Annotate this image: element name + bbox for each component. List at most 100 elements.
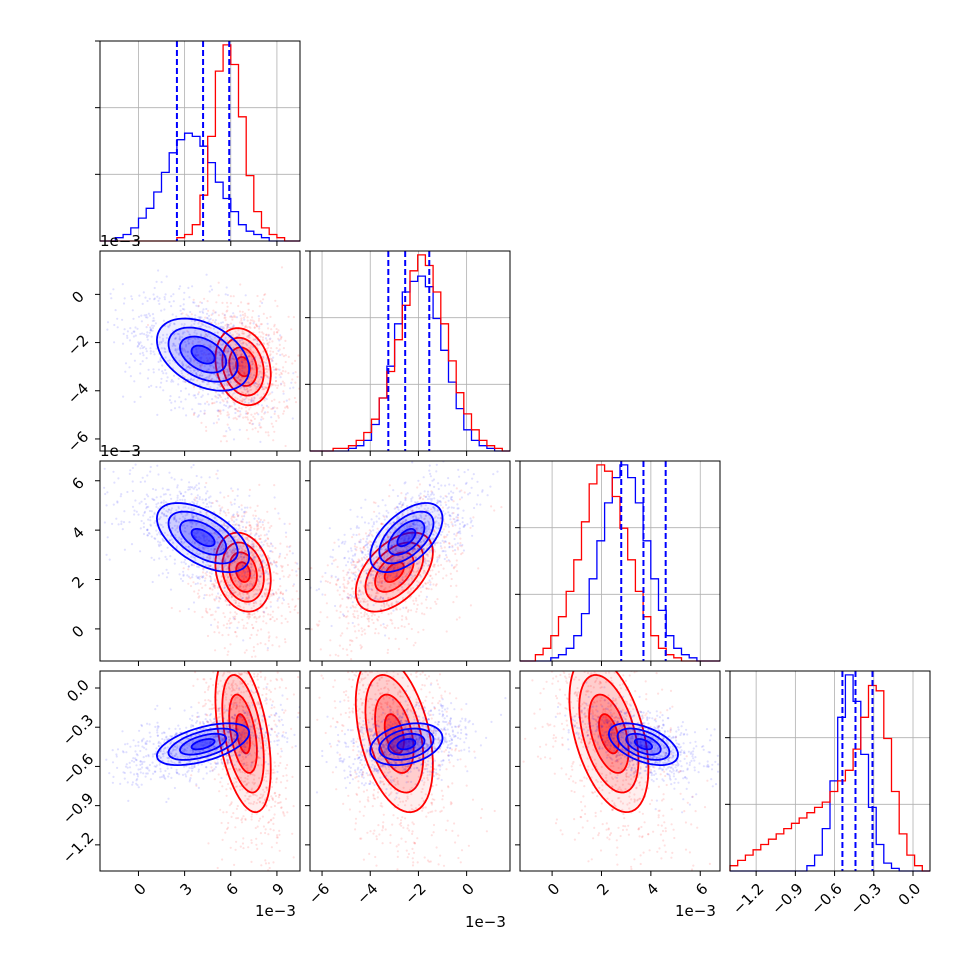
scatter-point [209,343,212,346]
scatter-point [275,565,278,568]
scatter-point [149,465,152,469]
scatter-point [242,639,245,642]
scatter-point [245,568,248,571]
scatter-point [424,559,427,563]
scatter-point [215,519,218,522]
scatter-point [272,592,275,596]
scatter-point [209,365,212,368]
scatter-point [343,557,346,560]
scatter-point [228,549,231,552]
scatter-point [184,491,187,494]
scatter-point [428,524,431,527]
scatter-point [213,599,216,602]
scatter-point [245,556,248,559]
scatter-point [377,583,380,587]
scatter-point [190,313,193,316]
scatter-point [284,339,287,342]
scatter-point [249,546,252,549]
scatter-point [126,334,129,337]
scatter-point [128,339,132,342]
scatter-point [182,407,185,410]
scatter-point [374,592,378,595]
scatter-point [194,368,197,372]
scatter-point [201,363,204,366]
scatter-point [402,562,406,565]
scatter-point [198,325,201,329]
scatter-point [199,333,203,336]
scatter-point [219,343,222,346]
scatter-point [410,609,413,612]
scatter-point [235,343,238,346]
scatter-point [236,409,239,412]
scatter-point [235,418,238,421]
scatter-point [211,402,214,405]
contour-line [214,531,272,613]
scatter-point [272,592,275,596]
scatter-point [357,568,360,571]
scatter-point [265,563,268,566]
scatter-point [231,592,235,595]
scatter-point [401,513,404,516]
scatter-point [185,367,188,370]
scatter-point [362,547,365,550]
scatter-point [155,385,158,389]
scatter-point [202,311,205,314]
scatter-point [429,581,432,584]
scatter-point [129,327,132,330]
scatter-point [259,323,262,326]
scatter-point [411,575,414,578]
scatter-point [136,327,139,330]
scatter-point [175,520,178,523]
scatter-point [258,615,261,618]
scatter-point [190,525,193,528]
scatter-point [106,536,109,539]
scatter-point [434,515,437,518]
scatter-point [160,341,163,344]
scatter-point [222,343,225,346]
scatter-point [189,378,192,382]
scatter-point [163,296,166,299]
scatter-point [283,400,286,403]
scatter-point [252,649,255,653]
scatter-point [261,336,265,339]
scatter-point [366,583,369,586]
scatter-point [226,414,229,417]
scatter-point [195,354,198,357]
scatter-point [198,383,201,386]
scatter-point [170,401,173,404]
scatter-point [178,610,181,613]
scatter-point [174,400,177,403]
scatter-point [238,364,241,367]
scatter-point [242,551,245,554]
scatter-point [416,569,419,573]
scatter-point [475,503,478,506]
scatter-point [264,588,267,591]
scatter-point [225,327,228,330]
scatter-point [193,502,196,505]
scatter-point [139,341,142,344]
scatter-point [412,599,415,602]
scatter-point [226,305,229,308]
scatter-point [239,314,242,317]
scatter-point [229,530,232,533]
scatter-point [103,521,106,524]
scatter-point [200,476,203,479]
scatter-point [367,618,370,621]
scatter-point [239,378,242,382]
scatter-point [241,548,244,551]
scatter-point [457,548,460,551]
scatter-point [197,341,200,344]
scatter-point [235,408,238,411]
scatter-point [180,540,183,543]
contour-line [167,510,239,565]
scatter-point [149,329,152,332]
scatter-point [187,565,190,568]
scatter-point [393,507,396,510]
scatter-point [248,562,251,565]
scatter-point [277,349,280,352]
scatter-point [216,500,219,503]
scatter-point [229,591,232,595]
scatter-point [207,326,211,329]
scatter-point [195,575,198,578]
scatter-point [239,339,242,342]
